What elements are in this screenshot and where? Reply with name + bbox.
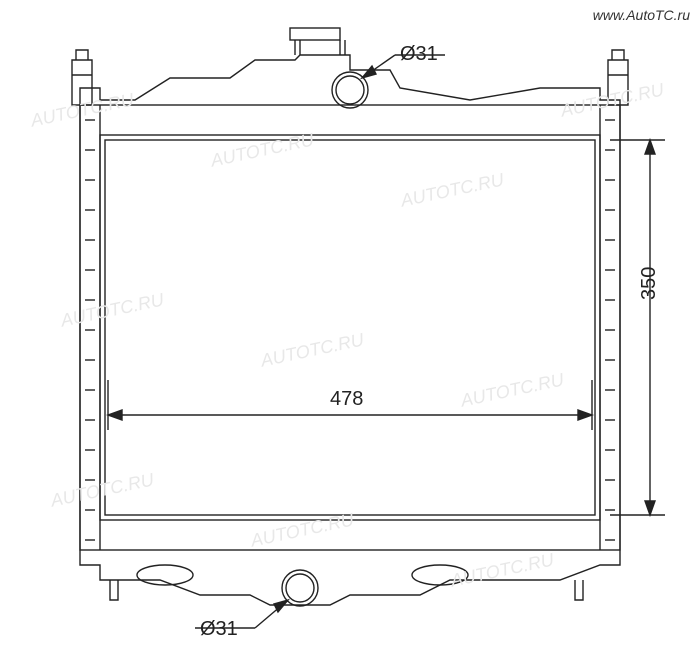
filler-cap — [290, 28, 340, 40]
radiator-inner — [100, 135, 600, 520]
top-dia-label: Ø31 — [400, 43, 438, 65]
source-url: www.AutoTC.ru — [593, 7, 690, 23]
bracket-top-left — [72, 50, 92, 105]
side-frame-left — [80, 105, 100, 550]
bottom-dia-label: Ø31 — [200, 618, 238, 640]
radiator-outer — [80, 105, 620, 550]
filler-neck — [295, 40, 345, 55]
top-tank-outline — [80, 55, 620, 105]
dimension-height-label: 350 — [638, 267, 660, 300]
bottom-tank-outline — [80, 550, 620, 605]
pin-bottom-left — [110, 580, 118, 600]
pin-bottom-right — [575, 580, 583, 600]
radiator-core — [105, 140, 595, 515]
bottom-lug-right — [412, 565, 468, 585]
bracket-top-right — [608, 50, 628, 105]
top-inlet-inner — [336, 76, 364, 104]
dimension-height — [610, 140, 665, 515]
dimension-width-label: 478 — [330, 388, 363, 410]
bottom-outlet-inner — [286, 574, 314, 602]
side-frame-right — [600, 105, 620, 550]
radiator-diagram: 478 350 Ø31 Ø31 www.AutoTC.ru — [0, 0, 700, 658]
